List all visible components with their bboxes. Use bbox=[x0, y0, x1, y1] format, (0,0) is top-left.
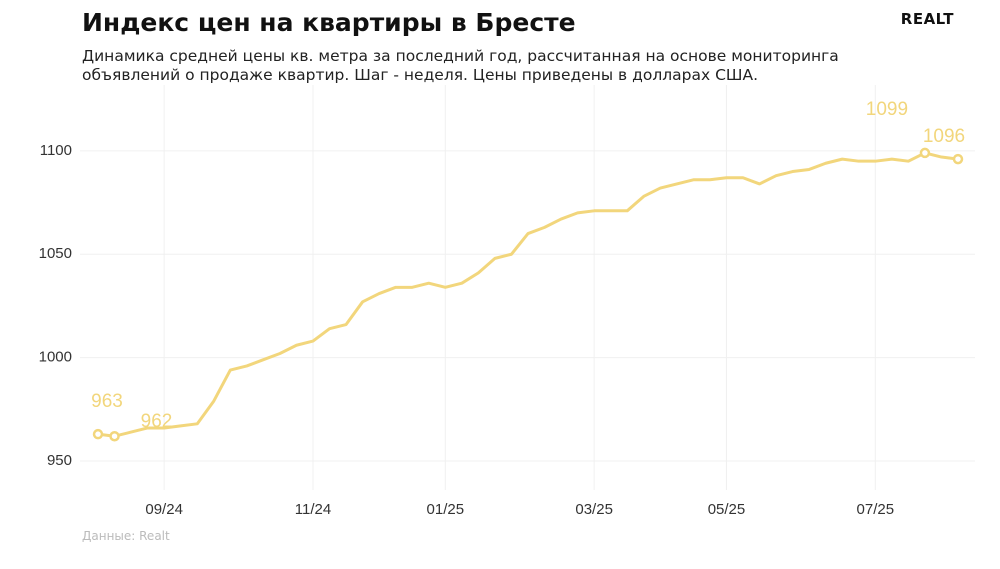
price-line bbox=[97, 151, 959, 438]
point-marker bbox=[109, 430, 120, 442]
x-tick-label: 11/24 bbox=[295, 501, 331, 518]
value-label: 963 bbox=[91, 391, 123, 412]
y-tick-label: 950 bbox=[47, 452, 72, 469]
x-tick-label: 07/25 bbox=[857, 501, 895, 518]
x-tick-label: 09/24 bbox=[145, 501, 183, 518]
value-label: 1096 bbox=[923, 126, 965, 147]
x-tick-label: 05/25 bbox=[708, 501, 746, 518]
y-tick-label: 1050 bbox=[39, 245, 72, 262]
x-tick-label: 01/25 bbox=[427, 501, 465, 518]
chart-subtitle: Динамика средней цены кв. метра за после… bbox=[82, 47, 839, 84]
y-tick-label: 1100 bbox=[40, 142, 72, 159]
chart-title: Индекс цен на квартиры в Бресте bbox=[82, 8, 576, 37]
point-marker bbox=[952, 153, 964, 165]
point-marker bbox=[92, 428, 104, 440]
point-marker bbox=[919, 147, 931, 159]
value-label: 962 bbox=[141, 411, 173, 432]
source: Данные: Realt bbox=[82, 529, 170, 543]
logo: REALT bbox=[900, 10, 954, 28]
y-tick-label: 1000 bbox=[39, 349, 72, 366]
x-tick-label: 03/25 bbox=[575, 501, 613, 518]
value-label: 1099 bbox=[866, 99, 908, 120]
